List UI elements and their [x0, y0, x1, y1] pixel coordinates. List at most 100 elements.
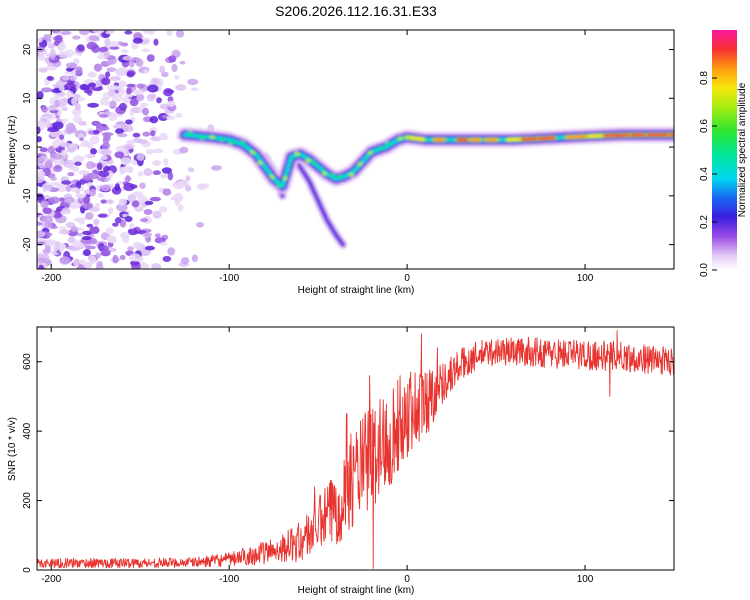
spectrogram-hot-segment [587, 134, 606, 138]
snr-y-tick-label: 400 [22, 422, 33, 439]
spectrogram-noise-blob [42, 182, 53, 192]
spectrogram-noise-blob [119, 231, 130, 239]
spectrogram-noise-blob [92, 30, 105, 34]
spectrogram-noise-blob [191, 254, 198, 263]
spectrogram-noise-blob [137, 195, 148, 205]
spectrogram-noise-blob [109, 76, 122, 82]
spectrogram-noise-blob [81, 236, 92, 241]
snr-series-line [37, 330, 674, 569]
snr-y-tick-label: 600 [22, 353, 33, 370]
spectrogram-y-tick-label: 0 [22, 144, 33, 150]
spectrogram-hot-segment [538, 136, 556, 141]
spectrogram-noise-blob [145, 148, 154, 155]
spectrogram-ridge-bead [305, 158, 311, 163]
spectrogram-noise-blob [59, 142, 72, 148]
colorbar: 0.0 0.2 0.4 0.6 0.8 Normalized spectral ampl… [699, 30, 748, 277]
spectrogram-noise-blob [38, 170, 46, 178]
spectrogram-noise-blob [152, 148, 164, 154]
spectrogram-noise-blob [126, 87, 132, 95]
spectrogram-noise-blob [144, 200, 154, 206]
spectrogram-noise-blob [137, 171, 144, 177]
spectrogram-noise-blob [124, 30, 133, 35]
spectrogram-noise-blob [166, 30, 173, 36]
spectrogram-noise-blob [126, 139, 135, 146]
spectrogram-noise-blob [112, 124, 125, 129]
spectrogram-x-axis-label: Height of straight line (km) [298, 285, 415, 296]
spectrogram-noise-blob [37, 237, 46, 243]
spectrogram-noise-blob [54, 34, 63, 44]
spectrogram-noise-blob [98, 170, 110, 178]
spectrogram-lower-branch [295, 160, 344, 246]
spectrogram-noise-blob [54, 99, 60, 108]
spectrogram-noise-blob [70, 187, 79, 193]
spectrogram-noise-blob [143, 232, 153, 237]
spectrogram-noise-blob [79, 30, 90, 36]
snr-x-tick-label: 0 [404, 574, 410, 585]
spectrogram-noise-blob [152, 159, 162, 166]
spectrogram-noise-blob [90, 148, 97, 155]
spectrogram-noise-blob [58, 85, 65, 92]
spectrogram-noise-blob [126, 71, 135, 78]
spectrogram-noise-blob [74, 161, 82, 166]
spectrogram-noise-blob [136, 152, 145, 161]
spectrogram-noise-blob [88, 255, 97, 264]
snr-y-axis-label: SNR (10 * v/v) [7, 417, 18, 481]
spectrogram-noise-blob [190, 87, 199, 92]
spectrogram-noise-blob [98, 46, 109, 53]
spectrogram-noise-blob [37, 230, 46, 238]
spectrogram-noise-blob [49, 48, 56, 58]
spectrogram-noise-blob [37, 90, 44, 100]
spectrogram-noise-blob [37, 126, 41, 135]
spectrogram-noise-blob [57, 243, 65, 252]
spectrogram-noise-blob [82, 249, 91, 257]
spectrogram-noise-blob [75, 66, 83, 75]
spectrogram-noise-blob [63, 196, 75, 204]
spectrogram-noise-blob [75, 181, 82, 189]
colorbar-label: Normalized spectral amplitude [737, 82, 748, 217]
spectrogram-noise-blob [118, 80, 127, 88]
spectrogram-noise-blob [144, 245, 155, 251]
spectrogram-noise-blob [65, 122, 76, 132]
spectrogram-noise-blob [105, 30, 114, 35]
spectrogram-hot-segment [603, 133, 634, 138]
spectrogram-noise-blob [159, 206, 168, 213]
spectrogram-noise-blob [58, 50, 69, 59]
spectrogram-noise-blob [137, 139, 149, 144]
spectrogram-noise-blob [196, 222, 204, 228]
spectrogram-noise-blob [53, 165, 63, 172]
spectrogram-noise-blob [91, 163, 98, 168]
spectrogram-noise-blob [69, 62, 78, 69]
spectrogram-noise-blob [82, 202, 94, 210]
spectrogram-noise-blob [117, 133, 128, 138]
spectrogram-noise-blob [136, 83, 145, 89]
spectrogram-ridge-bead [404, 135, 410, 140]
spectrogram-noise-blob [129, 98, 139, 107]
spectrogram-noise-blob [100, 97, 109, 106]
spectrogram-noise-blob [133, 89, 144, 95]
snr-panel: -200 -100 0 100 0 200 400 600 Height of straig… [7, 326, 675, 596]
spectrogram-noise-blob [68, 246, 81, 252]
spectrogram-y-tick-label: 10 [22, 92, 33, 104]
spectrogram-noise-blob [79, 137, 85, 141]
spectrogram-noise-blob [163, 157, 169, 167]
spectrogram-noise-blob [61, 30, 72, 36]
spectrogram-ridge-bead [330, 173, 336, 178]
spectrogram-noise-blob [147, 30, 156, 35]
spectrogram-noise-blob [115, 68, 124, 77]
spectrogram-ridge-bead [311, 160, 317, 165]
spectrogram-noise-blob [112, 222, 119, 227]
spectrogram-noise-blob [45, 41, 53, 46]
spectrogram-hot-segment [405, 135, 425, 141]
spectrogram-noise-blob [78, 170, 89, 175]
spectrogram-noise-blob [70, 225, 79, 233]
spectrogram-ridge-bead [367, 150, 373, 155]
colorbar-gradient [712, 30, 737, 270]
spectrogram-noise-blob [143, 168, 153, 177]
spectrogram-noise-blob [69, 184, 77, 189]
spectrogram-noise-blob [82, 175, 91, 181]
spectrogram-noise-blob [143, 68, 149, 74]
spectrogram-noise-blob [59, 134, 65, 140]
spectrogram-noise-blob [87, 73, 97, 78]
spectrogram-noise-blob [38, 67, 48, 73]
